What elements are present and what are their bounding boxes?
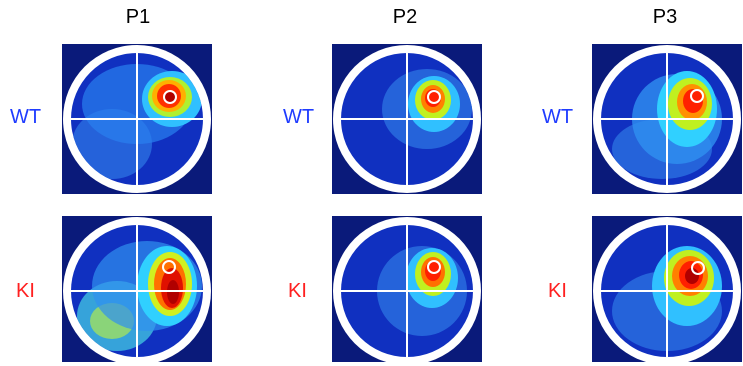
- platform-marker: [691, 261, 705, 275]
- row-label-wt-p1: WT: [10, 106, 42, 128]
- column-title-p3: P3: [652, 6, 678, 28]
- row-label-ki-p2: KI: [288, 280, 307, 302]
- column-title-p2: P2: [392, 6, 418, 28]
- heatmap-panel-ki-p1: [62, 216, 212, 366]
- platform-marker: [162, 260, 176, 274]
- heatmap-panel-ki-p3: [592, 216, 742, 366]
- platform-marker: [690, 89, 704, 103]
- row-label-wt-p3: WT: [542, 106, 574, 128]
- column-title-p1: P1: [125, 6, 151, 28]
- row-label-ki-p1: KI: [16, 280, 35, 302]
- heatmap-panel-ki-p2: [332, 216, 482, 366]
- platform-marker: [427, 90, 441, 104]
- heatmap-panel-wt-p3: [592, 44, 742, 194]
- row-label-ki-p3: KI: [548, 280, 567, 302]
- heatmap-panel-wt-p1: [62, 44, 212, 194]
- heatmap-panel-wt-p2: [332, 44, 482, 194]
- platform-marker: [427, 260, 441, 274]
- row-label-wt-p2: WT: [283, 106, 315, 128]
- platform-marker: [163, 90, 177, 104]
